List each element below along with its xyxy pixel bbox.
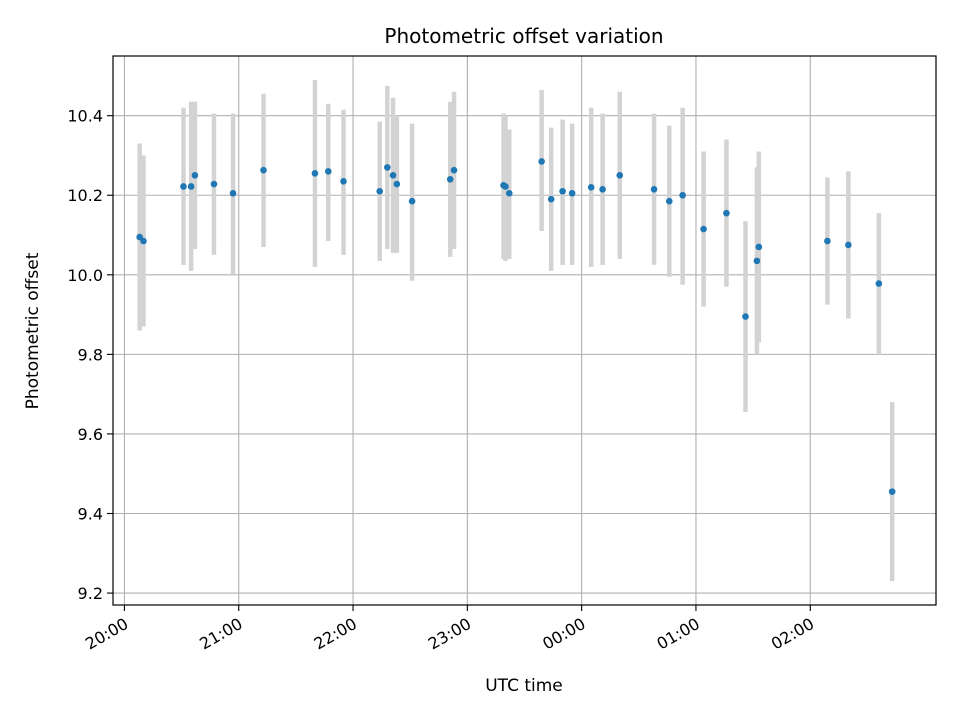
- data-point: [505, 189, 513, 197]
- y-tick-label: 9.4: [78, 505, 103, 524]
- data-point: [340, 178, 347, 185]
- chart-title: Photometric offset variation: [384, 24, 663, 48]
- data-point: [723, 209, 730, 217]
- y-axis-title: Photometric offset: [23, 252, 43, 409]
- data-point: [875, 280, 883, 287]
- data-point: [755, 243, 763, 251]
- data-point: [187, 183, 195, 190]
- data-point: [665, 197, 673, 205]
- data-point: [559, 187, 566, 195]
- data-point: [180, 183, 187, 190]
- data-point: [389, 172, 397, 179]
- data-point: [311, 170, 319, 177]
- data-point: [742, 313, 749, 320]
- y-tick-label: 9.8: [78, 345, 103, 364]
- data-point: [140, 237, 147, 245]
- data-point: [393, 180, 401, 188]
- y-tick-label: 9.6: [78, 425, 103, 444]
- data-point: [599, 185, 606, 193]
- data-point: [616, 172, 624, 179]
- data-point: [824, 237, 831, 245]
- data-point: [384, 164, 391, 171]
- data-point: [888, 488, 896, 495]
- y-tick-label: 10.0: [67, 266, 103, 285]
- data-point: [502, 183, 509, 190]
- data-point: [650, 185, 658, 193]
- x-axis-title: UTC time: [485, 676, 563, 696]
- data-point: [547, 195, 555, 203]
- data-point: [753, 257, 761, 265]
- plot-frame: [112, 55, 937, 606]
- data-point: [845, 241, 852, 249]
- y-tick-label: 10.4: [67, 107, 103, 126]
- data-point: [191, 172, 199, 179]
- data-point: [408, 197, 416, 205]
- data-point: [324, 168, 332, 175]
- data-point: [568, 189, 576, 197]
- grid: [113, 56, 936, 605]
- data-points: [136, 158, 896, 495]
- y-tick-label: 9.2: [78, 584, 103, 603]
- data-point: [587, 183, 595, 191]
- y-axis: 9.2 9.4 9.6 9.8 10.0 10.2 10.4: [67, 107, 113, 603]
- data-point: [446, 176, 454, 183]
- data-point: [538, 158, 545, 165]
- data-point: [210, 180, 218, 188]
- data-point: [679, 191, 686, 199]
- y-tick-label: 10.2: [67, 186, 103, 205]
- data-point: [260, 166, 267, 174]
- data-point: [700, 225, 707, 233]
- data-point: [450, 166, 458, 174]
- data-point: [376, 187, 384, 195]
- data-point: [229, 189, 237, 197]
